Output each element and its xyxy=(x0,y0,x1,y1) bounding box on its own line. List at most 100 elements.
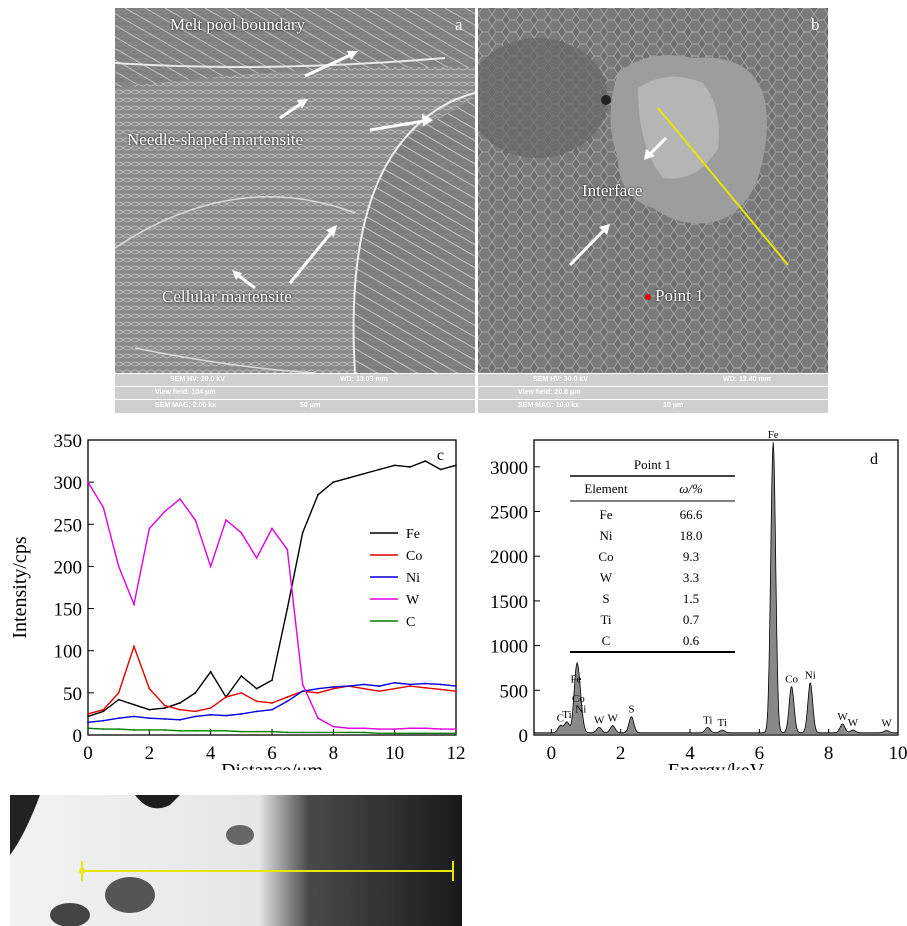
x-tick-label: 10 xyxy=(385,743,404,764)
label-cellular-martensite: Cellular martensite xyxy=(162,287,292,306)
data-point-fe xyxy=(194,691,197,694)
panel-letter-d: d xyxy=(870,451,878,468)
data-point-co xyxy=(439,688,442,691)
data-point-co xyxy=(87,713,89,715)
label-melt-pool-boundary: Melt pool boundary xyxy=(170,15,306,34)
peak-label-w: W xyxy=(881,718,892,730)
data-point-c xyxy=(194,729,197,732)
table-cell-value: 0.6 xyxy=(683,633,700,648)
data-point-ni xyxy=(301,690,304,693)
data-point-fe xyxy=(240,675,243,677)
sem-image-a: Melt pool boundary Needle-shaped martens… xyxy=(115,8,475,413)
y-tick-label: 300 xyxy=(54,473,83,494)
data-point-c xyxy=(347,731,350,734)
peak-label-ni: Ni xyxy=(575,704,586,716)
info-wd-a: WD: 13.03 mm xyxy=(340,376,388,383)
data-point-ni xyxy=(133,715,135,718)
data-point-ni xyxy=(87,721,89,724)
label-point-1: Point 1 xyxy=(655,286,704,305)
data-point-co xyxy=(102,708,105,711)
data-point-co xyxy=(209,707,212,709)
peak-label-co: Co xyxy=(572,693,585,705)
data-point-ni xyxy=(455,685,457,688)
x-tick-label: 4 xyxy=(206,743,216,764)
data-point-ni xyxy=(225,714,227,717)
x-tick-label: 10 xyxy=(889,743,907,764)
data-point-fe xyxy=(102,710,105,713)
data-point-c xyxy=(363,731,365,734)
data-point-w xyxy=(332,725,335,728)
y-tick-label: 0 xyxy=(519,726,529,747)
data-point-c xyxy=(179,729,181,732)
info-wd-b: WD: 12.40 mm xyxy=(723,376,771,383)
data-point-fe xyxy=(455,464,457,467)
peak-label-c: C xyxy=(557,713,564,725)
y-tick-label: 200 xyxy=(54,557,83,578)
table-cell-element: Ni xyxy=(600,528,613,543)
data-point-co xyxy=(393,687,396,690)
plot-frame xyxy=(87,439,457,736)
data-point-ni xyxy=(102,719,105,722)
data-point-fe xyxy=(424,460,427,462)
data-point-w xyxy=(439,728,442,730)
data-point-c xyxy=(133,729,135,731)
data-point-fe xyxy=(393,464,396,467)
legend-label-co: Co xyxy=(406,549,422,564)
table-cell-element: C xyxy=(602,633,611,648)
data-point-co xyxy=(409,685,411,688)
data-point-c xyxy=(225,729,227,732)
x-tick-label: 6 xyxy=(755,743,765,764)
data-point-w xyxy=(133,603,135,606)
data-point-fe xyxy=(148,708,151,711)
data-point-ni xyxy=(163,718,166,720)
sem-infobar-b: SEM HV: 30.0 kV WD: 12.40 mm View field:… xyxy=(478,373,828,413)
data-point-fe xyxy=(87,715,89,718)
data-point-ni xyxy=(409,683,411,686)
data-point-ni xyxy=(194,715,197,718)
data-point-co xyxy=(317,691,319,694)
info-view-a: View field: 104 μm xyxy=(155,389,216,396)
sem-infobar-a: SEM HV: 30.0 kV WD: 13.03 mm View field:… xyxy=(115,373,475,413)
data-point-co xyxy=(286,696,289,698)
x-tick-label: 0 xyxy=(83,743,93,764)
data-point-c xyxy=(455,732,457,735)
data-point-w xyxy=(87,481,89,484)
data-point-ni xyxy=(179,718,181,721)
data-point-co xyxy=(255,700,258,703)
info-mag-b: SEM MAG: 10.0 kx xyxy=(518,402,580,409)
panel-letter-a: a xyxy=(455,15,463,34)
data-point-ni xyxy=(393,681,396,684)
data-point-ni xyxy=(148,717,151,720)
table-cell-value: 18.0 xyxy=(680,528,703,543)
x-tick-label: 8 xyxy=(824,743,834,764)
data-point-fe xyxy=(378,468,381,471)
data-point-w xyxy=(271,527,273,530)
data-point-c xyxy=(286,731,289,734)
legend-label-c: C xyxy=(406,615,415,630)
data-point-ni xyxy=(332,686,335,688)
data-point-co xyxy=(225,696,227,698)
series-line-w xyxy=(87,481,456,730)
peak-label-ti: Ti xyxy=(562,709,571,721)
data-point-fe xyxy=(255,687,258,690)
data-point-fe xyxy=(209,670,212,673)
data-point-co xyxy=(455,690,457,693)
peak-label-w: W xyxy=(594,714,605,726)
legend-label-fe: Fe xyxy=(406,527,420,542)
data-point-w xyxy=(301,683,304,686)
data-point-ni xyxy=(363,683,365,686)
data-point-c xyxy=(102,728,105,730)
peak-label-fe: Fe xyxy=(570,673,581,685)
y-tick-label: 2000 xyxy=(490,547,528,568)
peak-label-ti: Ti xyxy=(703,714,712,726)
data-point-w xyxy=(117,565,120,568)
data-point-co xyxy=(179,708,181,711)
data-point-c xyxy=(87,727,89,730)
data-point-w xyxy=(286,548,289,551)
y-tick-label: 50 xyxy=(63,684,82,705)
data-point-w xyxy=(378,728,381,730)
data-point-co xyxy=(332,687,335,690)
data-point-co xyxy=(133,645,135,648)
data-point-w xyxy=(225,519,227,521)
data-point-c xyxy=(148,729,151,731)
